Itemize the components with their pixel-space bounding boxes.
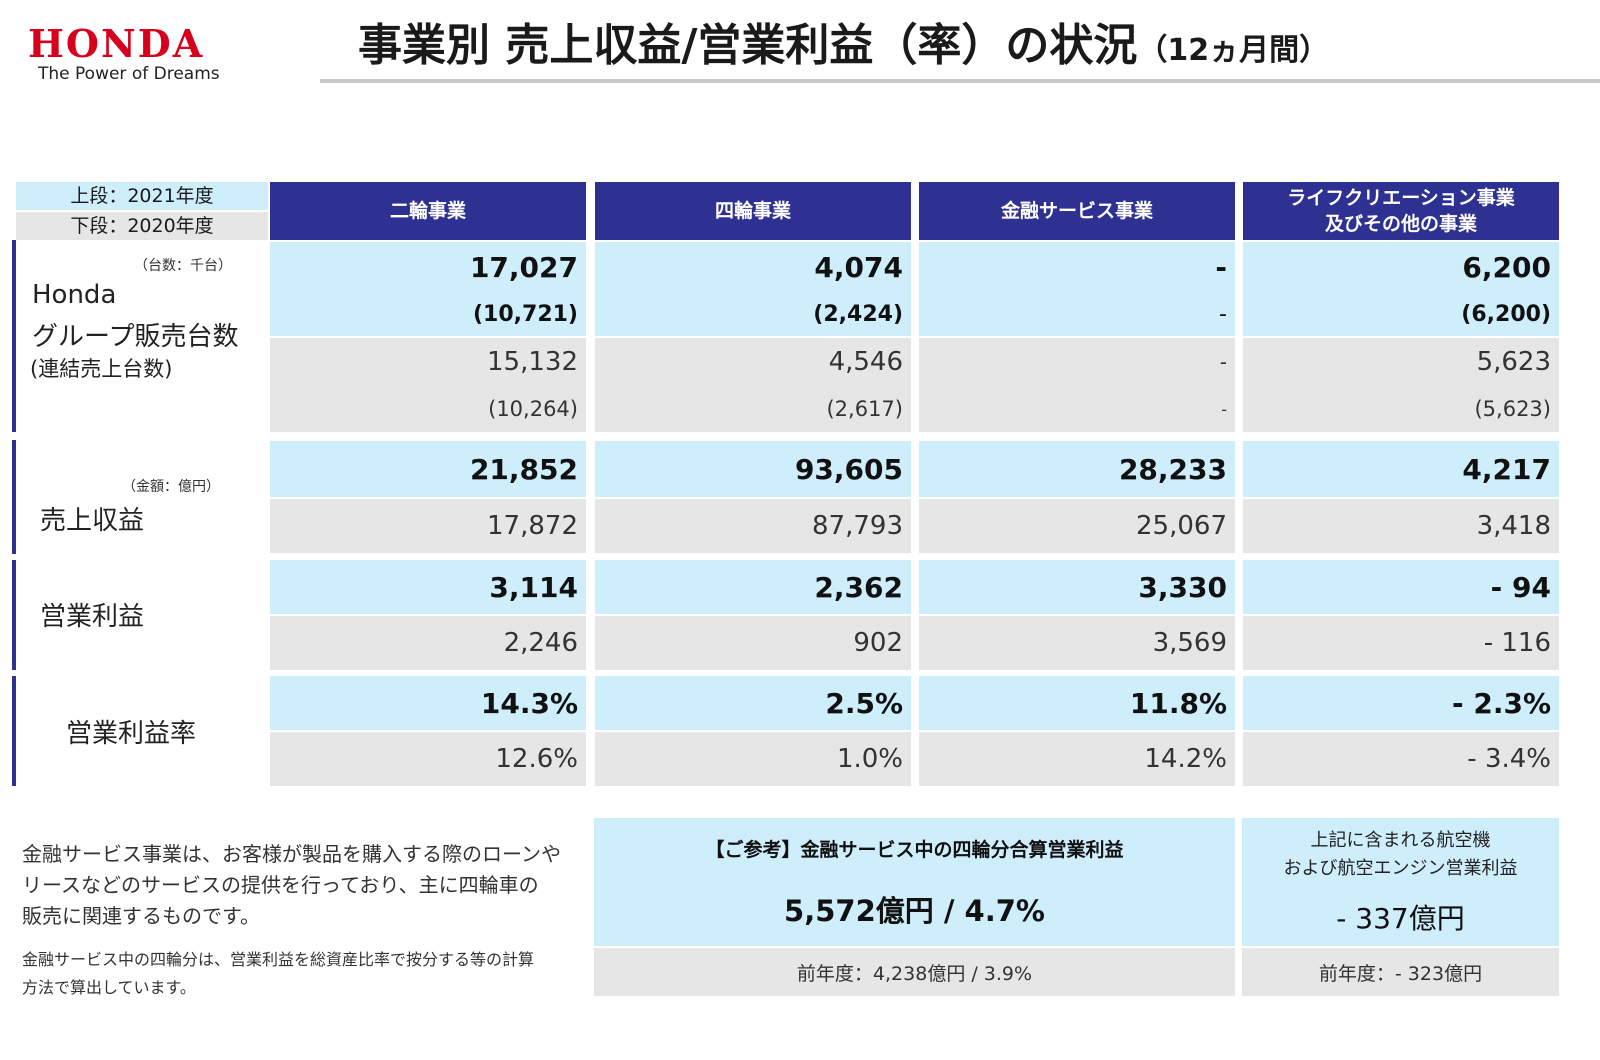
page-title: 事業別 売上収益/営業利益（率）の状況（12ヵ月間） (358, 14, 1329, 83)
logo-wordmark: HONDA (28, 21, 205, 66)
units-2021-consolidated-automobile: (2,424) (595, 292, 911, 336)
op-margin-2020-financial: 14.2% (919, 732, 1235, 786)
note-line-1: 金融サービス事業は、お客様が製品を購入する際のローンや (22, 842, 561, 866)
op-profit-2020-automobile: 902 (595, 616, 911, 670)
revenue-2020-life-creation: 3,418 (1243, 499, 1559, 553)
op-margin-2021-automobile: 2.5% (595, 676, 911, 730)
op-profit-2020-motorcycle: 2,246 (270, 616, 586, 670)
page-title-main: 事業別 売上収益/営業利益（率）の状況 (358, 20, 1138, 71)
units-label-group-sales: グループ販売台数 (32, 322, 239, 352)
reference-aircraft-box: 上記に含まれる航空機 および航空エンジン営業利益 - 337億円 (1242, 818, 1559, 946)
units-2021-motorcycle: 17,027 (270, 242, 586, 292)
section-marker-units (12, 240, 16, 432)
revenue-2021-motorcycle: 21,852 (270, 441, 586, 497)
column-header-life-creation-line1: ライフクリエーション事業 (1287, 187, 1515, 209)
reference-auto-title: 【ご参考】金融サービス中の四輪分合算営業利益 (705, 838, 1124, 861)
op-margin-2021-financial: 11.8% (919, 676, 1235, 730)
reference-auto-value: 5,572億円 / 4.7% (784, 893, 1045, 928)
op-margin-2021-life-creation: - 2.3% (1243, 676, 1559, 730)
units-2020-automobile: 4,546 (595, 338, 911, 386)
op-profit-2021-life-creation: - 94 (1243, 560, 1559, 614)
op-margin-2020-motorcycle: 12.6% (270, 732, 586, 786)
operating-profit-label: 営業利益 (40, 602, 145, 632)
units-unit-label: （台数：千台） (134, 258, 232, 274)
units-2020-motorcycle: 15,132 (270, 338, 586, 386)
units-2021-financial: - (919, 242, 1235, 292)
revenue-2020-automobile: 87,793 (595, 499, 911, 553)
note-line-4: 金融サービス中の四輪分は、営業利益を総資産比率で按分する等の計算 (22, 950, 535, 969)
column-header-automobile: 四輪事業 (595, 182, 911, 240)
title-divider (320, 79, 1600, 83)
column-header-financial-services: 金融サービス事業 (919, 182, 1235, 240)
op-profit-2020-financial: 3,569 (919, 616, 1235, 670)
honda-logo: HONDA The Power of Dreams (28, 24, 288, 90)
units-2020-life-creation: 5,623 (1243, 338, 1559, 386)
op-profit-2021-financial: 3,330 (919, 560, 1235, 614)
revenue-2021-financial: 28,233 (919, 441, 1235, 497)
reference-aircraft-prior-year: 前年度：- 323億円 (1242, 948, 1559, 996)
section-marker-operating-margin (12, 676, 16, 786)
units-label-honda: Honda (32, 280, 117, 310)
units-2020-consolidated-life-creation: (5,623) (1243, 386, 1559, 432)
reference-aircraft-title-line1: 上記に含まれる航空機 (1310, 830, 1491, 851)
note-line-2: リースなどのサービスの提供を行っており、主に四輪車の (22, 873, 539, 897)
revenue-2020-motorcycle: 17,872 (270, 499, 586, 553)
revenue-2020-financial: 25,067 (919, 499, 1235, 553)
units-label-consolidated: (連結売上台数) (30, 357, 173, 381)
units-2021-automobile: 4,074 (595, 242, 911, 292)
units-2020-consolidated-financial: - (919, 386, 1235, 432)
operating-margin-label: 営業利益率 (66, 719, 197, 749)
section-marker-revenue (12, 440, 16, 554)
reference-aircraft-value: - 337億円 (1336, 902, 1465, 935)
logo-tagline: The Power of Dreams (38, 64, 220, 84)
reference-auto-box: 【ご参考】金融サービス中の四輪分合算営業利益 5,572億円 / 4.7% (594, 818, 1235, 946)
section-marker-operating-profit (12, 560, 16, 670)
op-profit-2021-automobile: 2,362 (595, 560, 911, 614)
legend-lower-2020: 下段：2020年度 (16, 212, 268, 240)
op-margin-2020-life-creation: - 3.4% (1243, 732, 1559, 786)
reference-auto-prior-year: 前年度：4,238億円 / 3.9% (594, 948, 1235, 996)
revenue-2021-automobile: 93,605 (595, 441, 911, 497)
revenue-unit-label: （金額：億円） (122, 479, 220, 495)
units-2020-consolidated-automobile: (2,617) (595, 386, 911, 432)
note-line-3: 販売に関連するものです。 (22, 904, 260, 928)
units-2020-consolidated-motorcycle: (10,264) (270, 386, 586, 432)
op-profit-2021-motorcycle: 3,114 (270, 560, 586, 614)
page-title-period: （12ヵ月間） (1137, 33, 1330, 68)
revenue-2021-life-creation: 4,217 (1243, 441, 1559, 497)
units-2021-consolidated-financial: - (919, 292, 1235, 336)
reference-aircraft-title-line2: および航空エンジン営業利益 (1283, 858, 1518, 879)
note-line-5: 方法で算出しています。 (22, 978, 196, 997)
column-header-life-creation-line2: 及びその他の事業 (1324, 213, 1477, 235)
legend-upper-2021: 上段：2021年度 (16, 182, 268, 210)
op-profit-2020-life-creation: - 116 (1243, 616, 1559, 670)
op-margin-2020-automobile: 1.0% (595, 732, 911, 786)
units-2021-consolidated-life-creation: (6,200) (1243, 292, 1559, 336)
units-2020-financial: - (919, 338, 1235, 386)
column-header-life-creation: ライフクリエーション事業 及びその他の事業 (1243, 182, 1559, 240)
revenue-label: 売上収益 (40, 506, 145, 536)
units-2021-consolidated-motorcycle: (10,721) (270, 292, 586, 336)
column-header-motorcycle: 二輪事業 (270, 182, 586, 240)
units-2021-life-creation: 6,200 (1243, 242, 1559, 292)
op-margin-2021-motorcycle: 14.3% (270, 676, 586, 730)
